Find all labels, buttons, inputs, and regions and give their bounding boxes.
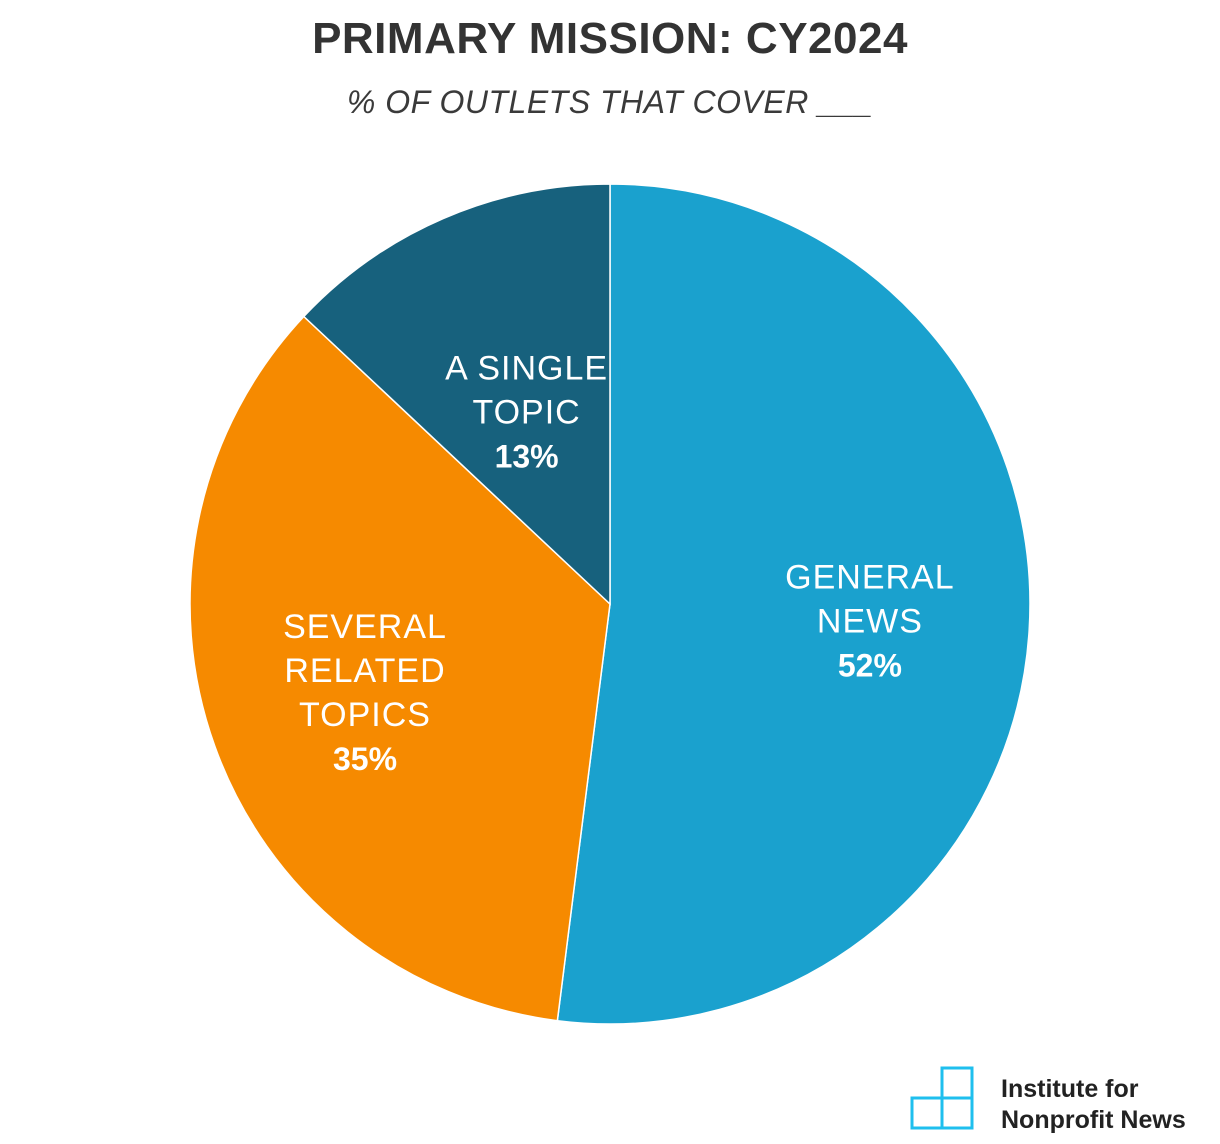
chart-subtitle: % OF OUTLETS THAT COVER ___ [346,84,874,120]
logo-text: Institute for Nonprofit News [1001,1074,1186,1136]
slice-value-several-related-topics: 35% [333,741,397,777]
slice-label-a-single-topic-line-2: TOPIC [472,393,580,431]
slice-label-general-news-line-2: NEWS [817,602,923,640]
pie-slice-general-news [556,183,1031,1025]
logo-line-2: Nonprofit News [1001,1106,1186,1134]
logo-squares-icon [910,1066,974,1130]
pie-slices [189,183,1031,1025]
slice-value-general-news: 52% [838,647,902,683]
logo-line-1: Institute for [1001,1075,1139,1103]
slice-label-general-news-line-1: GENERAL [785,558,955,596]
inn-logo: Institute for Nonprofit News [910,1066,1210,1134]
chart-title: PRIMARY MISSION: CY2024 [312,14,908,63]
pie-labels: GENERAL NEWS 52% SEVERAL RELATED TOPICS 35% A S… [283,349,955,777]
slice-label-a-single-topic-line-1: A SINGLE [445,349,608,387]
slice-value-a-single-topic: 13% [495,438,559,474]
pie-slice-several-related-topics [189,315,611,1022]
slice-label-several-related-topics-line-3: TOPICS [299,696,431,734]
slice-label-several-related-topics-line-2: RELATED [284,652,445,690]
pie-slice-a-single-topic [302,183,611,606]
slice-label-several-related-topics-line-1: SEVERAL [283,608,447,646]
